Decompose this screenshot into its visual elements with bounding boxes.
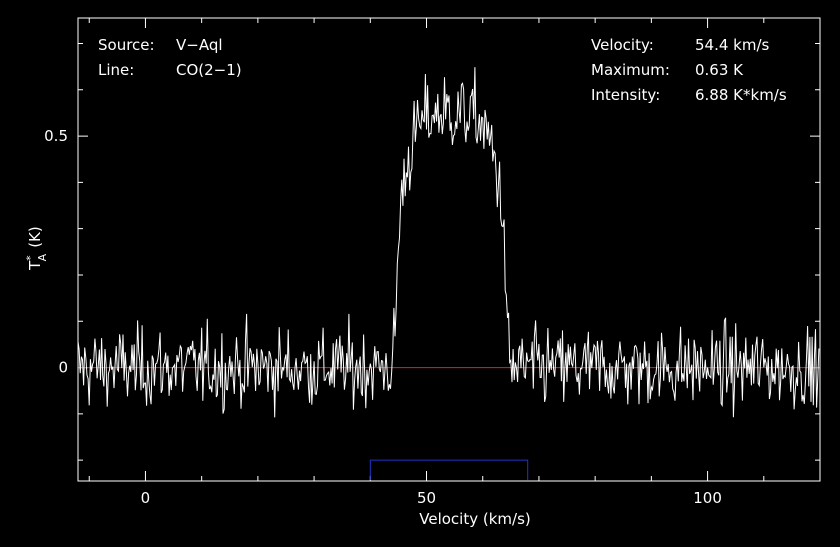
x-tick-label: 50 <box>417 489 436 507</box>
tick-labels: 0 50 100 0 0.5 <box>44 127 722 507</box>
info-maximum-key: Maximum: <box>591 61 670 79</box>
y-axis-label: T*A (K) <box>24 226 49 271</box>
info-source-key: Source: <box>98 36 155 54</box>
info-line-value: CO(2−1) <box>176 61 242 79</box>
info-panel-right: Velocity: 54.4 km/s Maximum: 0.63 K Inte… <box>591 36 787 104</box>
svg-text:T*A(K): T*A (K) <box>24 226 49 271</box>
plot-frame <box>77 17 821 482</box>
info-panel-left: Source: V−Aql Line: CO(2−1) <box>98 36 242 79</box>
y-label-unit: (K) <box>26 226 44 248</box>
info-maximum-value: 0.63 K <box>695 61 744 79</box>
y-label-sub: A <box>36 253 49 261</box>
x-tick-label: 0 <box>141 489 151 507</box>
x-tick-label: 100 <box>693 489 722 507</box>
info-velocity-key: Velocity: <box>591 36 654 54</box>
info-velocity-value: 54.4 km/s <box>695 36 770 54</box>
y-label-main: T <box>26 260 44 271</box>
info-intensity-key: Intensity: <box>591 86 660 104</box>
y-label-sup: * <box>24 255 37 261</box>
y-tick-label: 0.5 <box>44 127 68 145</box>
y-tick-label: 0 <box>58 359 68 377</box>
info-intensity-value: 6.88 K*km/s <box>695 86 787 104</box>
info-line-key: Line: <box>98 61 134 79</box>
integration-window-bracket <box>369 459 529 481</box>
info-source-value: V−Aql <box>176 36 223 54</box>
x-axis-label: Velocity (km/s) <box>419 510 530 528</box>
spectrum-series-line <box>77 67 820 418</box>
